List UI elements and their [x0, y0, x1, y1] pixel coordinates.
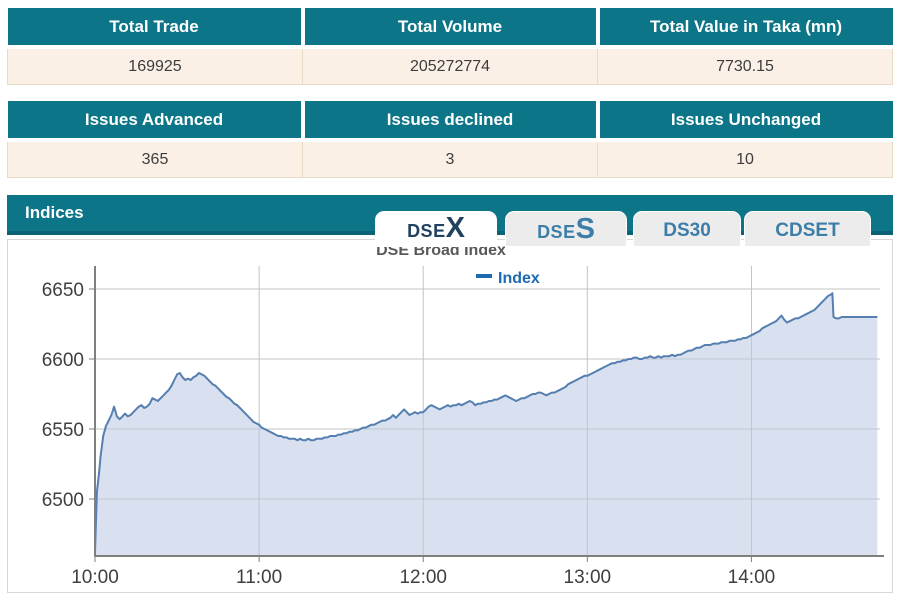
table-header-row: Issues Advanced Issues declined Issues U… [7, 101, 893, 142]
indices-section: Indices DSEX DSES DS30 CDSET DSE Broad I… [7, 195, 893, 593]
x-tick-label: 13:00 [564, 567, 612, 588]
issues-declined-header: Issues declined [302, 101, 600, 142]
tab-dsex[interactable]: DSEX [375, 211, 497, 247]
tab-dsex-prefix: DSE [407, 221, 446, 241]
x-tick-label: 12:00 [399, 567, 447, 588]
tab-cdset[interactable]: CDSET [744, 211, 871, 247]
y-tick-label: 6600 [42, 350, 84, 371]
tab-dses-prefix: DSE [537, 222, 576, 242]
issues-advanced-value: 365 [7, 139, 303, 178]
y-tick-label: 6650 [42, 280, 84, 301]
total-trade-value: 169925 [7, 46, 303, 85]
indices-section-title: Indices [25, 203, 84, 222]
tab-cdset-label: CDSET [775, 220, 840, 241]
spacer [7, 85, 893, 101]
y-tick-label: 6500 [42, 490, 84, 511]
tab-ds30[interactable]: DS30 [633, 211, 741, 247]
issues-declined-value: 3 [302, 139, 598, 178]
tab-dses[interactable]: DSES [505, 211, 627, 247]
tab-dses-big-letter: S [575, 213, 595, 245]
index-area-chart: 6500 6550 6600 6650 10:00 11:00 12:00 13:00 14:0… [42, 266, 884, 588]
index-area-fill [95, 293, 878, 556]
tab-dsex-big-letter: X [445, 212, 465, 244]
total-volume-header: Total Volume [302, 8, 600, 49]
total-value-value: 7730.15 [597, 46, 893, 85]
x-tick-label: 14:00 [728, 567, 776, 588]
tab-ds30-label: DS30 [663, 220, 711, 241]
x-tick-label: 11:00 [236, 567, 282, 588]
legend-label: Index [498, 270, 540, 287]
table-header-row: Total Trade Total Volume Total Value in … [7, 8, 893, 49]
y-tick-label: 6550 [42, 420, 84, 441]
total-value-header: Total Value in Taka (mn) [597, 8, 893, 49]
totals-table: Total Trade Total Volume Total Value in … [7, 8, 893, 85]
issues-unchanged-header: Issues Unchanged [597, 101, 893, 142]
total-volume-value: 205272774 [302, 46, 598, 85]
issues-advanced-header: Issues Advanced [7, 101, 305, 142]
chart-panel: DSE Broad Index 6500 6550 6600 6650 10:00 11:… [7, 239, 893, 593]
x-tick-label: 10:00 [71, 567, 119, 588]
table-value-row: 365 3 10 [7, 139, 893, 178]
index-line-series [94, 292, 878, 553]
table-value-row: 169925 205272774 7730.15 [7, 46, 893, 85]
index-tabs: DSEX DSES DS30 CDSET [7, 211, 893, 247]
issues-table: Issues Advanced Issues declined Issues U… [7, 101, 893, 178]
total-trade-header: Total Trade [7, 8, 305, 49]
issues-unchanged-value: 10 [597, 139, 893, 178]
